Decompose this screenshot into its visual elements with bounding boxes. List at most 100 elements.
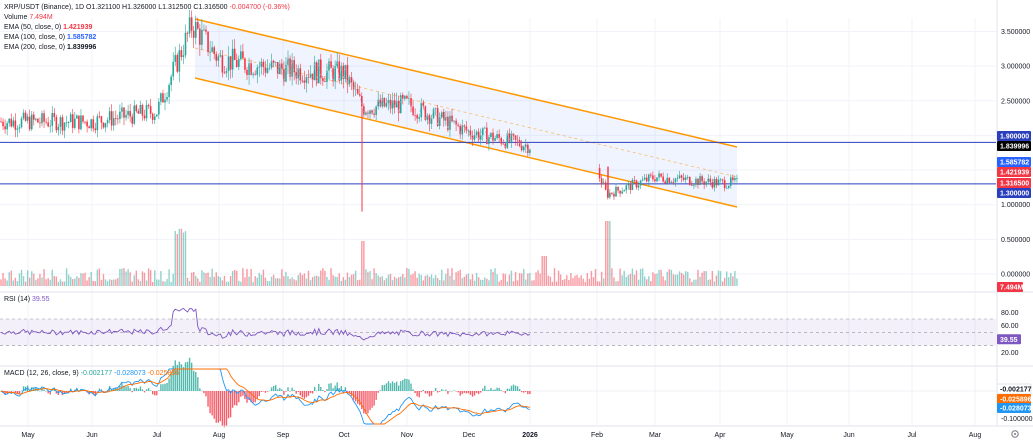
settings-gear-icon[interactable] (1011, 430, 1019, 438)
candle-body (291, 60, 293, 77)
candle-body (664, 181, 666, 184)
price-tag (997, 167, 1031, 177)
candle-body (527, 144, 529, 153)
volume-bar (732, 276, 734, 286)
macd-hist-bar (518, 388, 521, 391)
volume-bar (697, 269, 699, 286)
candle-body (94, 128, 97, 131)
macd-hist-bar (383, 384, 386, 391)
volume-bar (568, 279, 570, 286)
candle-body (658, 173, 660, 178)
volume-bar (584, 281, 586, 286)
candle-body (235, 59, 238, 67)
macd-hist-bar (205, 391, 207, 397)
volume-bar (500, 279, 502, 286)
candle-body (311, 73, 314, 81)
volume-bar (463, 276, 465, 286)
candle-body (203, 29, 205, 31)
candle-body (205, 29, 207, 32)
volume-bar (539, 273, 541, 286)
change-value: -0.004700 (-0.36%) (229, 4, 290, 11)
volume-bar (240, 281, 242, 286)
candle-body (315, 62, 318, 84)
volume-bar (635, 270, 638, 286)
candle-body (654, 179, 656, 182)
candle-body (217, 56, 220, 61)
candle-body (153, 116, 156, 120)
symbol-label[interactable]: XRP/USDT (Binance), 1D (4, 4, 85, 11)
macd-hist-bar (301, 391, 304, 398)
volume-row[interactable]: Volume 7.494M (4, 13, 290, 23)
rsi-legend[interactable]: RSI (14) 39.55 (4, 296, 50, 303)
candle-body (672, 182, 675, 183)
candle-body (350, 77, 353, 83)
candle-body (463, 125, 466, 127)
candle-body (397, 100, 400, 114)
candle-body (697, 178, 699, 185)
candle-body (344, 64, 347, 80)
macd-hist-bar (141, 389, 144, 391)
macd-hist-bar (471, 391, 474, 397)
volume-bar (76, 276, 78, 286)
ema50-row[interactable]: EMA (50, close, 0) 1.421939 (4, 23, 290, 33)
volume-bar (477, 277, 480, 286)
macd-hist-bar (307, 391, 310, 396)
candle-body (242, 51, 244, 59)
candle-body (219, 55, 222, 57)
candle-body (37, 118, 39, 123)
candle-body (199, 28, 201, 45)
ema200-value: 1.839996 (67, 44, 97, 51)
macd-legend[interactable]: MACD (12, 26, close, 9) -0.002177 -0.028… (4, 370, 179, 377)
candle-body (416, 115, 418, 119)
macd-hist-bar (102, 391, 105, 392)
candle-body (629, 183, 632, 191)
ema200-row[interactable]: EMA (200, close, 0) 1.839996 (4, 43, 290, 53)
volume-bar (658, 269, 660, 286)
volume-bar (615, 281, 617, 286)
candle-body (172, 61, 174, 77)
macd-hist-bar (320, 387, 322, 391)
volume-bar (541, 256, 543, 286)
volume-bar (207, 272, 209, 286)
volume-bar (178, 228, 181, 286)
volume-bar (326, 276, 328, 286)
volume-bar (510, 270, 513, 286)
candle-body (190, 17, 193, 31)
price-tag-label: 1.900000 (1000, 134, 1029, 141)
volume-bar (588, 278, 591, 286)
volume-bar (43, 269, 45, 286)
macd-hist-bar (156, 391, 158, 396)
time-axis-label: Apr (715, 432, 727, 439)
ema100-row[interactable]: EMA (100, close, 0) 1.585782 (4, 33, 290, 43)
volume-bar (14, 277, 17, 286)
macd-hist-bar (262, 391, 265, 392)
macd-hist-bar (324, 391, 326, 393)
candle-body (326, 70, 328, 82)
volume-bar (490, 269, 492, 286)
volume-bar (96, 269, 99, 286)
volume-bar (297, 275, 299, 286)
volume-bar (301, 274, 304, 286)
candle-body (186, 32, 189, 34)
candle-body (432, 109, 435, 118)
candle-body (262, 61, 265, 68)
candle-body (76, 115, 78, 119)
candle-body (123, 107, 125, 118)
candle-body (301, 80, 304, 82)
candle-body (734, 178, 736, 181)
candle-body (707, 178, 710, 182)
macd-value-tag-label: -0.002177 (1000, 387, 1032, 394)
macd-hist-bar (33, 387, 35, 391)
macd-hist-bar (2, 391, 4, 393)
candle-body (201, 29, 203, 45)
candle-body (229, 56, 232, 70)
candle-body (498, 134, 500, 139)
price-tag (997, 178, 1031, 188)
price-tag (997, 131, 1031, 141)
macd-hist-bar (158, 390, 160, 391)
volume-bar (63, 281, 66, 286)
candle-body (725, 187, 728, 189)
macd-hist-bar (311, 391, 314, 394)
